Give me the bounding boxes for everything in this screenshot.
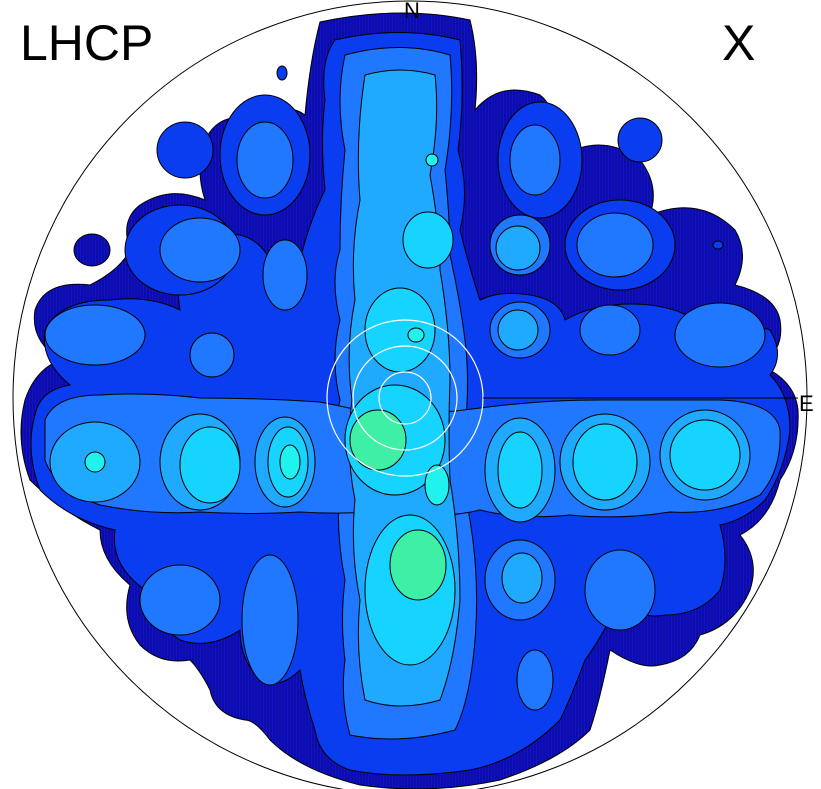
lobe-small-tl [73, 233, 111, 267]
peak6-mid [407, 327, 425, 343]
peak-left-1 [179, 426, 241, 504]
lobe-lower-left-2 [241, 554, 299, 686]
lobe-upper-left-inner [236, 121, 294, 199]
lobe-lower-right-3 [516, 649, 554, 711]
peak-right-3 [669, 419, 741, 491]
lobe-r4-inner [495, 225, 541, 271]
peak6-right [424, 464, 450, 506]
component-label: X [722, 15, 756, 71]
lobe-upper-far-right [617, 117, 663, 163]
lobe-tiny-top [276, 65, 288, 81]
peak6-left [279, 444, 301, 480]
lobe-right-row-5 [579, 304, 641, 356]
peak-beam-upper [402, 211, 454, 269]
peak6-top [425, 153, 439, 167]
polarization-label: LHCP [20, 15, 154, 71]
lobe-right-row-1 [674, 302, 766, 368]
lobe-lower-right-2 [584, 549, 656, 631]
peak-beam-mid [364, 287, 436, 373]
lobe-left-row-1 [44, 304, 146, 366]
lobe-lower-left-1 [139, 564, 221, 636]
lobe-left-row-3 [262, 239, 308, 311]
contour-group [20, 12, 799, 789]
east-label: E [799, 391, 814, 416]
lobe-r5-inner [497, 309, 539, 351]
lobe-upper-right-inner [509, 124, 561, 196]
lobe-left-small [189, 332, 235, 378]
north-label: N [404, 0, 420, 23]
peak-right-2 [572, 423, 638, 501]
peak6-far-left [84, 451, 106, 473]
lobe-right-row-2 [576, 212, 654, 278]
peak-right-1 [497, 431, 543, 509]
lobe-left-row-2 [159, 217, 241, 283]
lobe-upper-far-left [156, 121, 214, 179]
lobe-small-tr [712, 240, 724, 250]
lobe-lr1-inner [501, 552, 543, 604]
peak7-center [349, 409, 407, 471]
peak7-lower [389, 529, 447, 601]
